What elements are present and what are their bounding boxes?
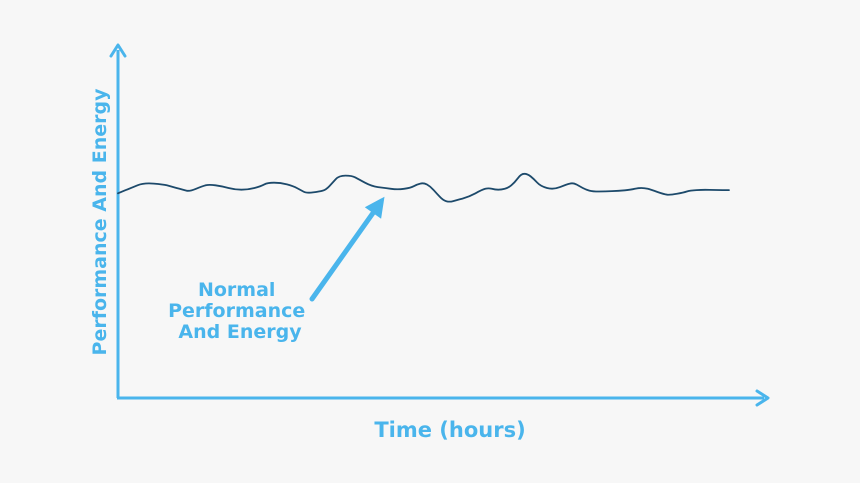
annotation-arrowhead bbox=[364, 196, 385, 219]
annotation-line-3: And Energy bbox=[178, 321, 302, 343]
x-axis-label: Time (hours) bbox=[374, 418, 525, 442]
annotation-arrow-shaft bbox=[309, 208, 377, 302]
annotation-line-1: Normal bbox=[198, 279, 275, 301]
y-axis-label: Performance And Energy bbox=[89, 88, 111, 356]
series-line bbox=[117, 172, 730, 203]
annotation-text: Normal Performance And Energy bbox=[168, 279, 312, 343]
y-axis-arrowhead bbox=[109, 43, 127, 58]
annotation-line-2: Performance bbox=[168, 300, 305, 322]
x-axis-arrowhead bbox=[755, 389, 770, 407]
